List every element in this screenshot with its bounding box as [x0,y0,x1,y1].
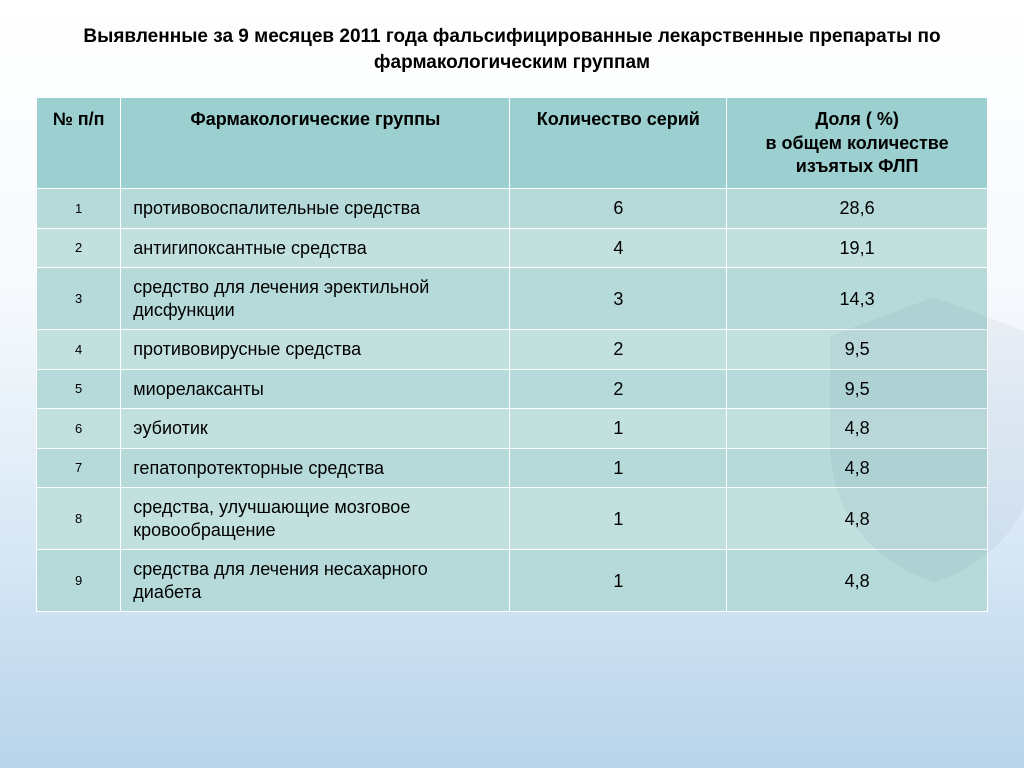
table-row: 7гепатопротекторные средства14,8 [37,448,988,488]
cell-share: 4,8 [727,550,988,612]
cell-num: 8 [37,488,121,550]
col-header-name: Фармакологические группы [121,98,510,189]
cell-num: 2 [37,228,121,268]
cell-qty: 1 [510,550,727,612]
cell-qty: 2 [510,369,727,409]
cell-num: 4 [37,330,121,370]
col-header-qty: Количество серий [510,98,727,189]
cell-name: средства, улучшающие мозговое кровообращ… [121,488,510,550]
cell-num: 1 [37,189,121,229]
cell-name: эубиотик [121,409,510,449]
cell-qty: 2 [510,330,727,370]
cell-name: противовоспалительные средства [121,189,510,229]
col-header-num: № п/п [37,98,121,189]
cell-num: 5 [37,369,121,409]
pharma-groups-table: № п/п Фармакологические группы Количеств… [36,97,988,612]
cell-share: 14,3 [727,268,988,330]
cell-num: 9 [37,550,121,612]
cell-share: 4,8 [727,488,988,550]
col-header-share: Доля ( %)в общем количестве изъятых ФЛП [727,98,988,189]
cell-qty: 3 [510,268,727,330]
cell-share: 28,6 [727,189,988,229]
table-row: 1противовоспалительные средства628,6 [37,189,988,229]
cell-num: 3 [37,268,121,330]
table-row: 6эубиотик14,8 [37,409,988,449]
cell-name: средства для лечения несахарного диабета [121,550,510,612]
cell-num: 6 [37,409,121,449]
cell-qty: 4 [510,228,727,268]
slide-title: Выявленные за 9 месяцев 2011 года фальси… [36,24,988,75]
cell-name: миорелаксанты [121,369,510,409]
cell-name: антигипоксантные средства [121,228,510,268]
cell-name: средство для лечения эректильной дисфунк… [121,268,510,330]
cell-name: противовирусные средства [121,330,510,370]
table-row: 8средства, улучшающие мозговое кровообра… [37,488,988,550]
cell-qty: 1 [510,448,727,488]
cell-num: 7 [37,448,121,488]
cell-qty: 6 [510,189,727,229]
table-header-row: № п/п Фармакологические группы Количеств… [37,98,988,189]
table-row: 9средства для лечения несахарного диабет… [37,550,988,612]
table-row: 5миорелаксанты29,5 [37,369,988,409]
cell-qty: 1 [510,409,727,449]
cell-share: 9,5 [727,330,988,370]
cell-share: 19,1 [727,228,988,268]
cell-share: 4,8 [727,448,988,488]
cell-name: гепатопротекторные средства [121,448,510,488]
cell-qty: 1 [510,488,727,550]
table-row: 4противовирусные средства29,5 [37,330,988,370]
cell-share: 4,8 [727,409,988,449]
cell-share: 9,5 [727,369,988,409]
table-row: 3средство для лечения эректильной дисфун… [37,268,988,330]
table-row: 2антигипоксантные средства419,1 [37,228,988,268]
slide: Выявленные за 9 месяцев 2011 года фальси… [0,0,1024,632]
